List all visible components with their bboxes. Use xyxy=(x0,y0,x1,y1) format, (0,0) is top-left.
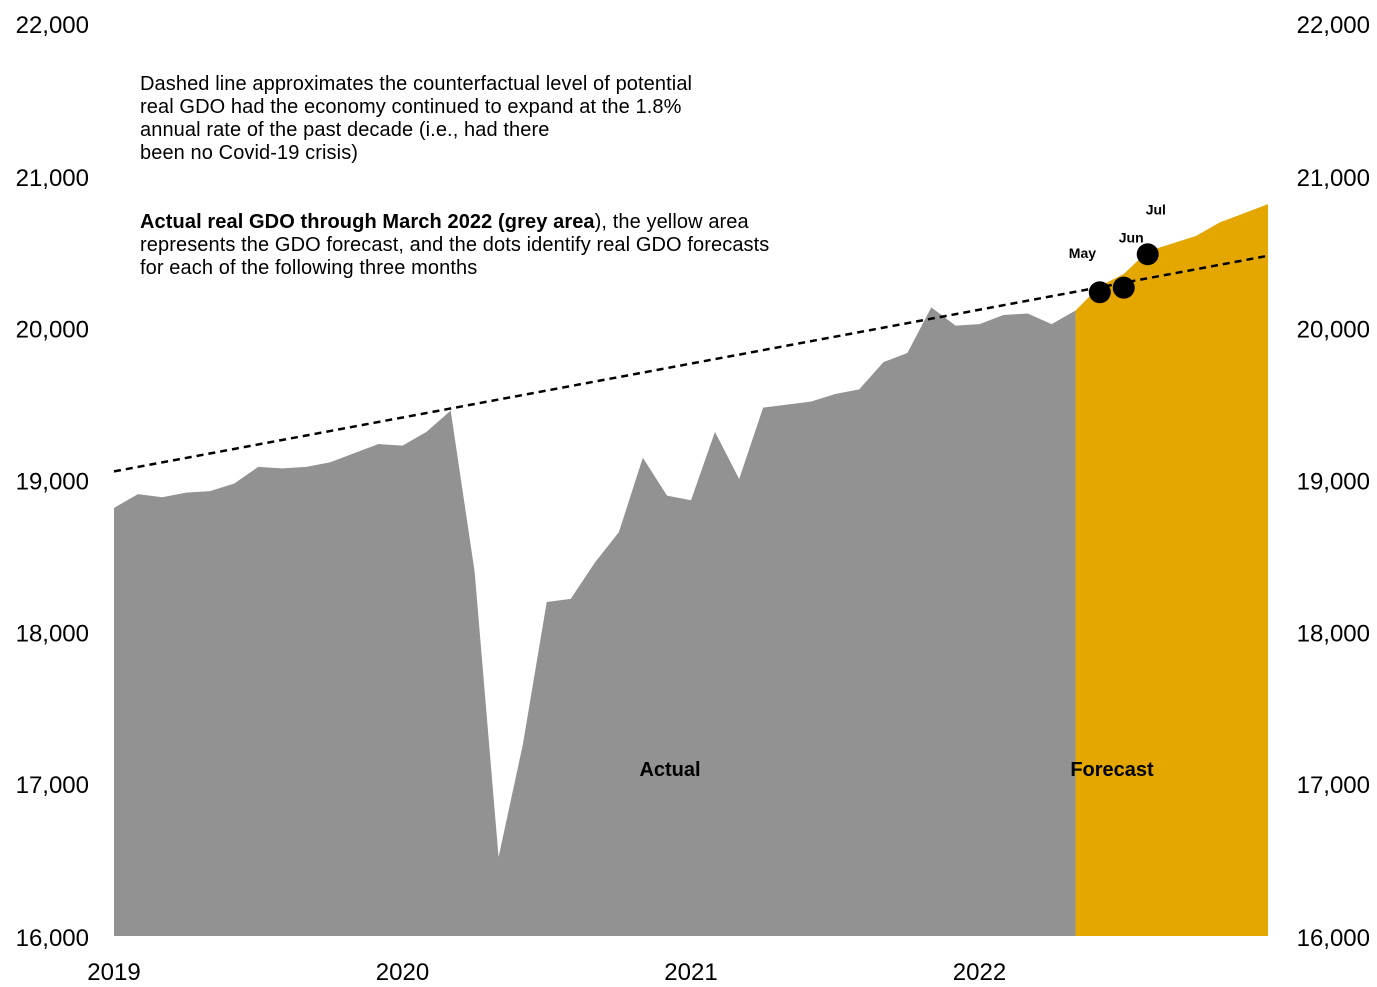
y-tick-label-left: 17,000 xyxy=(16,772,89,799)
y-tick-label-left: 22,000 xyxy=(16,12,89,39)
potential-line-group xyxy=(113,254,1269,473)
forecast-area xyxy=(1075,204,1268,936)
note2-rest: ), the yellow area xyxy=(594,211,749,233)
x-tick-label: 2021 xyxy=(664,959,717,986)
region-label-actual: Actual xyxy=(639,759,700,781)
area-series xyxy=(114,204,1268,936)
y-tick-label-right: 16,000 xyxy=(1297,925,1370,952)
forecast-dot-may xyxy=(1088,281,1111,304)
forecast-dot-label: Jun xyxy=(1119,230,1144,246)
note2-bold: Actual real GDO through March 2022 (grey… xyxy=(140,211,595,233)
forecast-dot-label: Jul xyxy=(1146,201,1166,217)
forecast-dot-jul xyxy=(1136,243,1159,266)
region-label-forecast: Forecast xyxy=(1070,759,1154,781)
y-tick-label-left: 21,000 xyxy=(16,165,89,192)
note2-line: for each of the following three months xyxy=(140,257,478,279)
forecast-dot-label: May xyxy=(1069,245,1096,261)
y-tick-label-right: 18,000 xyxy=(1297,620,1370,647)
y-tick-label-right: 21,000 xyxy=(1297,165,1370,192)
y-tick-label-left: 18,000 xyxy=(16,620,89,647)
note1-line: Dashed line approximates the counterfact… xyxy=(140,73,693,95)
y-tick-label-left: 19,000 xyxy=(16,469,89,496)
note1-line: been no Covid-19 crisis) xyxy=(140,142,359,164)
note1-line: annual rate of the past decade (i.e., ha… xyxy=(140,119,550,141)
forecast-note: Actual real GDO through March 2022 (grey… xyxy=(140,211,769,280)
note1-line: real GDO had the economy continued to ex… xyxy=(140,96,682,118)
left-y-axis: 16,000 17,000 18,000 19,000 20,000 21,000 22,0… xyxy=(16,12,89,952)
right-y-axis: 16,000 17,000 18,000 19,000 20,000 21,000 22,0… xyxy=(1297,12,1370,952)
x-tick-label: 2022 xyxy=(953,959,1006,986)
y-tick-label-left: 16,000 xyxy=(16,925,89,952)
x-axis: 2019 2020 2021 2022 xyxy=(87,959,1006,986)
y-tick-label-left: 20,000 xyxy=(16,317,89,344)
note2-line: represents the GDO forecast, and the dot… xyxy=(140,234,770,256)
x-tick-label: 2020 xyxy=(376,959,429,986)
counterfactual-note: Dashed line approximates the counterfact… xyxy=(140,73,692,165)
y-tick-label-right: 22,000 xyxy=(1297,12,1370,39)
actual-area xyxy=(114,307,1076,936)
y-tick-label-right: 19,000 xyxy=(1297,469,1370,496)
y-tick-label-right: 20,000 xyxy=(1297,317,1370,344)
forecast-dot-jun xyxy=(1112,276,1135,299)
region-labels: Actual Forecast xyxy=(639,759,1154,781)
y-tick-label-right: 17,000 xyxy=(1297,772,1370,799)
x-tick-label: 2019 xyxy=(87,959,140,986)
potential-dashed-line xyxy=(113,254,1269,473)
